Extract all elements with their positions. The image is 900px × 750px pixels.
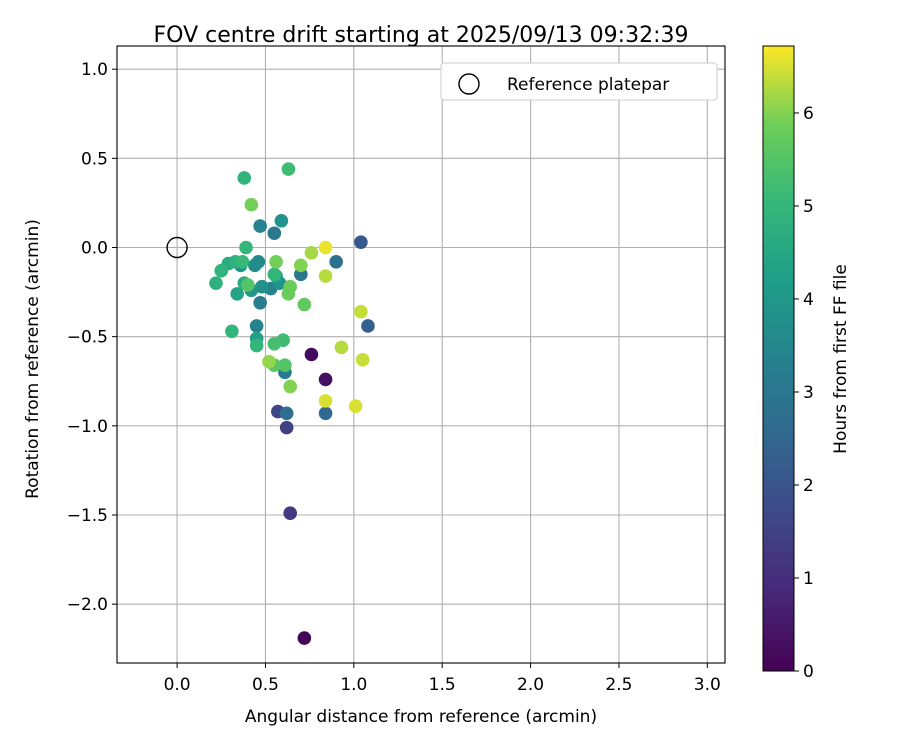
data-point <box>281 287 296 301</box>
data-point <box>329 254 343 269</box>
data-point <box>318 394 333 408</box>
data-point <box>304 246 319 260</box>
legend-marker-icon <box>458 73 480 95</box>
data-point <box>318 372 333 387</box>
y-tick-label: −1.0 <box>67 417 108 437</box>
data-point <box>348 399 363 414</box>
data-point <box>244 197 259 212</box>
colorbar-tick-label: 4 <box>803 290 814 310</box>
legend: Reference platepar <box>440 62 718 101</box>
y-tick-label: 0.5 <box>81 149 108 169</box>
y-axis-ticks: 1.0 0.5 0.0 −0.5 −1.0 −1.5 −2.0 <box>67 60 117 615</box>
x-tick-label: 0.0 <box>164 675 191 695</box>
colorbar-ticks: 0 1 2 3 4 5 6 <box>794 104 814 682</box>
data-point <box>355 353 370 367</box>
data-point <box>297 631 312 645</box>
legend-box <box>440 62 718 101</box>
y-tick-label: 0.0 <box>81 239 108 259</box>
plot-frame <box>116 45 726 664</box>
colorbar-label: Hours from first FF file <box>831 264 851 454</box>
data-point <box>318 240 333 255</box>
colorbar <box>762 45 795 672</box>
data-point <box>283 506 298 521</box>
data-point <box>361 319 375 333</box>
data-point <box>274 213 289 228</box>
data-point <box>304 347 319 362</box>
data-point <box>267 337 282 351</box>
data-point <box>253 219 267 233</box>
x-tick-label: 1.0 <box>340 675 367 695</box>
data-point <box>267 226 282 241</box>
data-point <box>249 338 264 353</box>
colorbar-tick-label: 5 <box>803 197 814 217</box>
x-axis-label: Angular distance from reference (arcmin) <box>245 707 597 727</box>
data-point <box>354 304 368 319</box>
colorbar-tick-label: 6 <box>803 104 814 124</box>
y-tick-label: 1.0 <box>81 60 108 80</box>
y-tick-label: −1.5 <box>67 506 108 526</box>
data-point <box>318 269 333 283</box>
colorbar-tick-label: 3 <box>803 383 814 403</box>
data-point <box>240 278 255 292</box>
colorbar-tick-label: 0 <box>803 662 814 682</box>
reference-platepar-marker <box>166 236 188 259</box>
data-point <box>248 258 262 273</box>
data-point <box>225 324 239 339</box>
data-point <box>297 297 312 312</box>
data-point <box>294 258 308 273</box>
reference-marker-group <box>166 236 188 259</box>
data-points <box>209 162 375 645</box>
grid-lines <box>117 46 725 663</box>
data-point <box>281 162 296 176</box>
y-tick-label: −2.0 <box>67 595 108 615</box>
data-point <box>255 279 269 294</box>
data-point <box>262 354 276 369</box>
y-tick-label: −0.5 <box>67 328 108 348</box>
x-tick-label: 0.5 <box>252 675 279 695</box>
data-point <box>237 171 252 185</box>
data-point <box>279 420 294 435</box>
data-point <box>278 358 292 372</box>
x-tick-label: 1.5 <box>429 675 456 695</box>
data-point <box>267 267 282 282</box>
x-axis-ticks: 0.0 0.5 1.0 1.5 2.0 2.5 3.0 <box>164 663 721 695</box>
colorbar-tick-label: 1 <box>803 569 814 589</box>
data-point <box>334 340 349 355</box>
legend-label: Reference platepar <box>507 75 669 95</box>
x-tick-label: 3.0 <box>694 675 721 695</box>
data-point <box>269 254 283 269</box>
data-point <box>249 319 264 333</box>
y-axis-label: Rotation from reference (arcmin) <box>23 219 43 499</box>
data-point <box>354 235 368 249</box>
data-point <box>253 295 267 310</box>
data-point <box>230 287 244 301</box>
x-tick-label: 2.0 <box>517 675 544 695</box>
colorbar-tick-label: 2 <box>803 476 814 496</box>
data-point <box>239 240 253 255</box>
x-tick-label: 2.5 <box>605 675 632 695</box>
data-point <box>279 406 294 421</box>
data-point <box>209 276 223 290</box>
data-point <box>283 379 298 394</box>
chart-title: FOV centre drift starting at 2025/09/13 … <box>154 23 689 48</box>
data-point <box>235 254 250 269</box>
data-point <box>318 406 333 421</box>
data-point <box>214 263 229 278</box>
